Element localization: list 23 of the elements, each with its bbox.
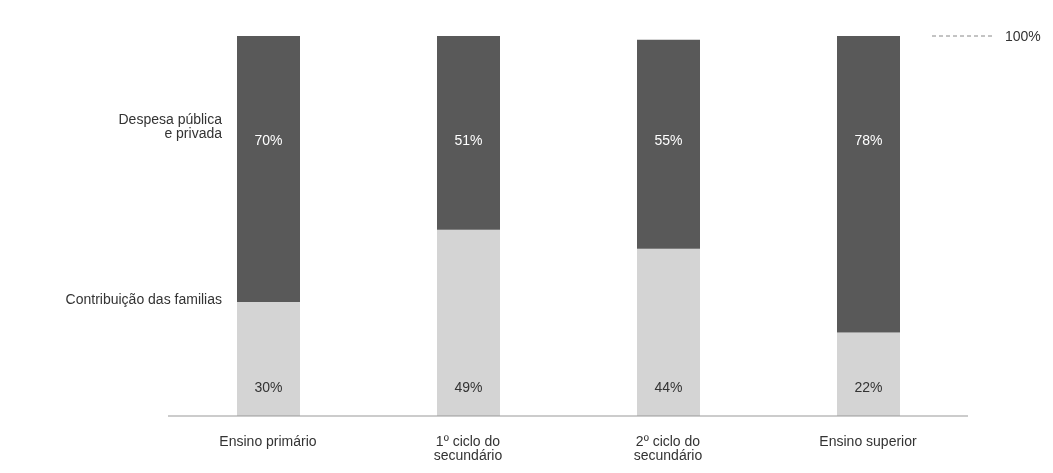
data-label: 78% — [854, 132, 883, 148]
bar — [637, 248, 700, 416]
bar — [437, 229, 500, 416]
x-tick-label: Ensino primário — [219, 432, 317, 449]
x-tick-label: Ensino superior — [819, 432, 917, 449]
bar — [637, 39, 700, 249]
data-label: 44% — [654, 379, 683, 395]
bar — [837, 332, 900, 416]
ref-line-label: 100% — [1005, 28, 1041, 44]
bar — [837, 36, 900, 333]
data-label: 55% — [654, 132, 683, 148]
data-label: 30% — [254, 379, 283, 395]
data-label: 22% — [854, 379, 883, 395]
data-label: 49% — [454, 379, 483, 395]
series-label: Contribuição das familias — [65, 290, 222, 307]
bar — [237, 36, 300, 302]
data-label: 51% — [454, 132, 483, 148]
data-label: 70% — [254, 132, 283, 148]
series-label: Despesa pública e privada — [118, 110, 223, 141]
bar — [437, 36, 500, 230]
x-tick-label: 2º ciclo do secundário — [633, 432, 703, 463]
x-tick-label: 1º ciclo do secundário — [433, 432, 503, 463]
bar — [237, 302, 300, 416]
